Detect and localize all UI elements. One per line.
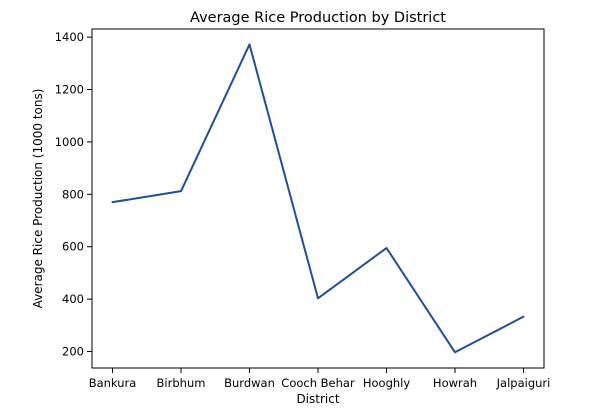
chart-title: Average Rice Production by District bbox=[190, 10, 446, 26]
x-axis: Bankura Birbhum Burdwan Cooch Behar Hooghly H… bbox=[89, 368, 551, 390]
x-tick-label: Hooghly bbox=[363, 376, 411, 390]
x-tick-label: Jalpaiguri bbox=[496, 376, 551, 390]
x-tick-label: Cooch Behar bbox=[281, 376, 355, 390]
y-axis: 200 400 600 800 1000 1200 1400 bbox=[55, 30, 92, 358]
series-line bbox=[111, 43, 525, 354]
y-tick-label: 400 bbox=[62, 292, 84, 306]
y-tick-label: 1200 bbox=[55, 83, 84, 97]
x-axis-label: District bbox=[296, 392, 339, 406]
y-tick-label: 1000 bbox=[55, 135, 84, 149]
x-tick-label: Burdwan bbox=[224, 376, 275, 390]
plot-area-frame bbox=[91, 28, 545, 369]
x-tick-label: Bankura bbox=[89, 376, 137, 390]
x-tick-label: Birbhum bbox=[157, 376, 206, 390]
y-axis-label: Average Rice Production (1000 tons) bbox=[31, 89, 45, 309]
x-tick-label: Howrah bbox=[433, 376, 477, 390]
y-tick-label: 1400 bbox=[55, 30, 84, 44]
y-tick-label: 800 bbox=[62, 187, 84, 201]
y-tick-label: 600 bbox=[62, 240, 84, 254]
y-tick-label: 200 bbox=[62, 344, 84, 358]
